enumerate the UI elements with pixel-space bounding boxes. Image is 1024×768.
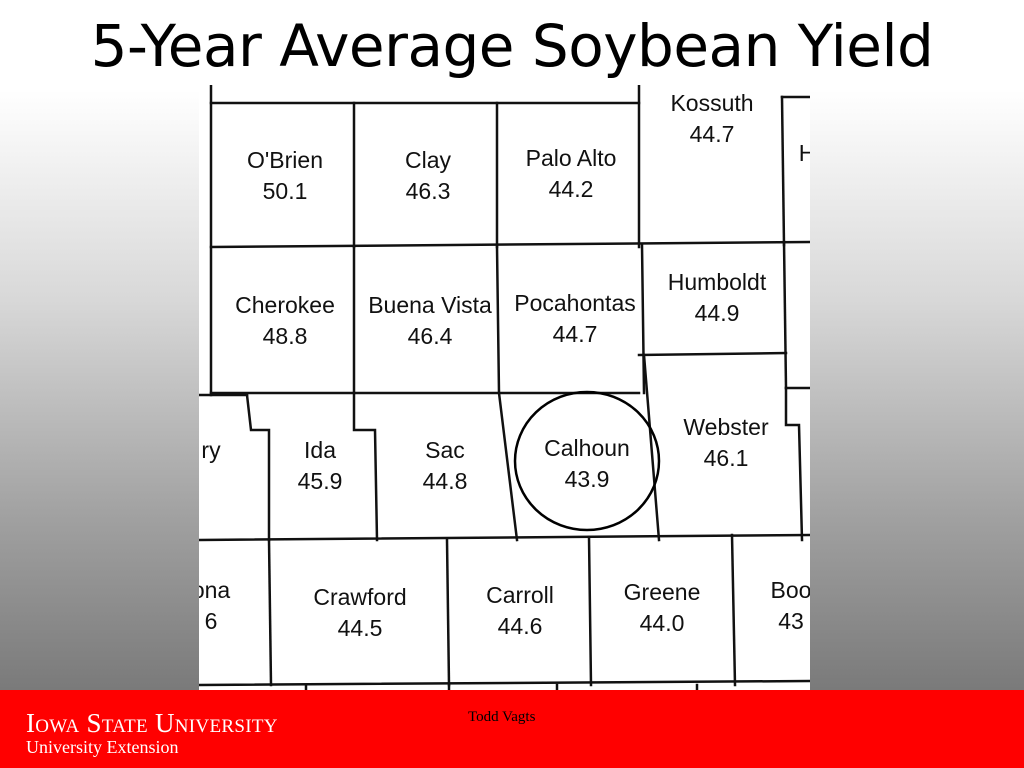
county-yield: 44.6: [497, 613, 543, 639]
county-buena-vista: Buena Vista 46.4: [368, 290, 492, 352]
county-partial-ona: ona 6: [199, 575, 230, 637]
county-border: [497, 391, 519, 542]
university-wordmark: Iowa State University: [26, 708, 278, 738]
county-yield: 44.2: [548, 176, 594, 202]
county-map: Kossuth 44.7 O'Brien 50.1 Clay 46.3 Palo…: [199, 85, 810, 690]
county-humboldt: Humboldt 44.9: [668, 267, 766, 329]
county-name: ona: [199, 577, 231, 603]
county-yield: 44.7: [552, 321, 598, 347]
county-yield: 44.9: [694, 300, 740, 326]
county-yield: 43.9: [564, 466, 610, 492]
county-crawford: Crawford 44.5: [313, 582, 406, 644]
county-obrien: O'Brien 50.1: [247, 145, 323, 207]
county-border: [780, 95, 786, 247]
county-yield: 46.4: [407, 323, 453, 349]
county-greene: Greene 44.0: [624, 577, 701, 639]
county-border: [352, 391, 379, 542]
county-yield: 46.3: [405, 178, 451, 204]
county-name: Clay: [404, 147, 452, 173]
county-yield: 48.8: [262, 323, 308, 349]
county-name: Sac: [425, 437, 465, 463]
county-name: H: [798, 140, 810, 166]
county-border: [199, 679, 810, 687]
county-border: [730, 533, 737, 687]
county-yield: 50.1: [262, 178, 308, 204]
county-name: Humboldt: [667, 269, 767, 295]
county-kossuth: Kossuth 44.7: [670, 88, 753, 150]
county-name: O'Brien: [247, 147, 323, 173]
county-name: Boo: [770, 577, 810, 603]
county-cherokee: Cherokee 48.8: [235, 290, 335, 352]
county-yield: 43: [778, 608, 804, 634]
county-border: [587, 535, 593, 687]
county-name: Carroll: [486, 582, 554, 608]
slide-title: 5-Year Average Soybean Yield: [90, 12, 934, 80]
county-webster: Webster 46.1: [683, 412, 768, 474]
extension-label: University Extension: [26, 737, 179, 757]
county-partial-boo: Boo 43: [771, 575, 810, 637]
county-border: [445, 538, 451, 687]
county-carroll: Carroll 44.6: [486, 580, 554, 642]
county-calhoun: Calhoun 43.9: [544, 433, 630, 495]
county-partial-h: H: [799, 138, 810, 169]
county-yield: 46.1: [703, 445, 749, 471]
county-name: Ida: [304, 437, 336, 463]
county-yield: 44.0: [639, 610, 685, 636]
county-border: [199, 533, 810, 542]
highlight-circle: [513, 390, 661, 532]
county-border: [784, 386, 804, 542]
county-pocahontas: Pocahontas 44.7: [514, 288, 635, 350]
county-name: ry: [201, 437, 221, 463]
county-name: Webster: [683, 414, 769, 440]
county-name: Crawford: [313, 584, 407, 610]
county-name: Calhoun: [544, 435, 630, 461]
county-name: Cherokee: [235, 292, 335, 318]
county-border: [267, 538, 273, 687]
county-yield: 44.8: [422, 468, 468, 494]
author-name: Todd Vagts: [468, 709, 536, 725]
county-border: [640, 243, 646, 395]
county-sac: Sac 44.8: [423, 435, 468, 497]
county-name: Pocahontas: [514, 290, 636, 316]
county-yield: 45.9: [297, 468, 343, 494]
county-ida: Ida 45.9: [298, 435, 343, 497]
county-border: [782, 240, 788, 390]
footer-bar: [0, 690, 1024, 768]
county-yield: 44.5: [337, 615, 383, 641]
county-partial-ry: ry: [201, 435, 220, 466]
county-palo-alto: Palo Alto 44.2: [526, 143, 617, 205]
county-boundaries: [199, 85, 810, 690]
county-yield: 44.7: [689, 121, 735, 147]
county-yield: 6: [204, 608, 218, 634]
county-border: [245, 393, 271, 542]
county-name: Greene: [623, 579, 701, 605]
county-clay: Clay 46.3: [405, 145, 451, 207]
county-border: [642, 353, 661, 542]
county-border: [495, 245, 501, 395]
county-name: Palo Alto: [525, 145, 617, 171]
county-name: Kossuth: [670, 90, 754, 116]
county-border: [209, 240, 810, 249]
county-name: Buena Vista: [368, 292, 492, 318]
county-border: [637, 351, 788, 357]
